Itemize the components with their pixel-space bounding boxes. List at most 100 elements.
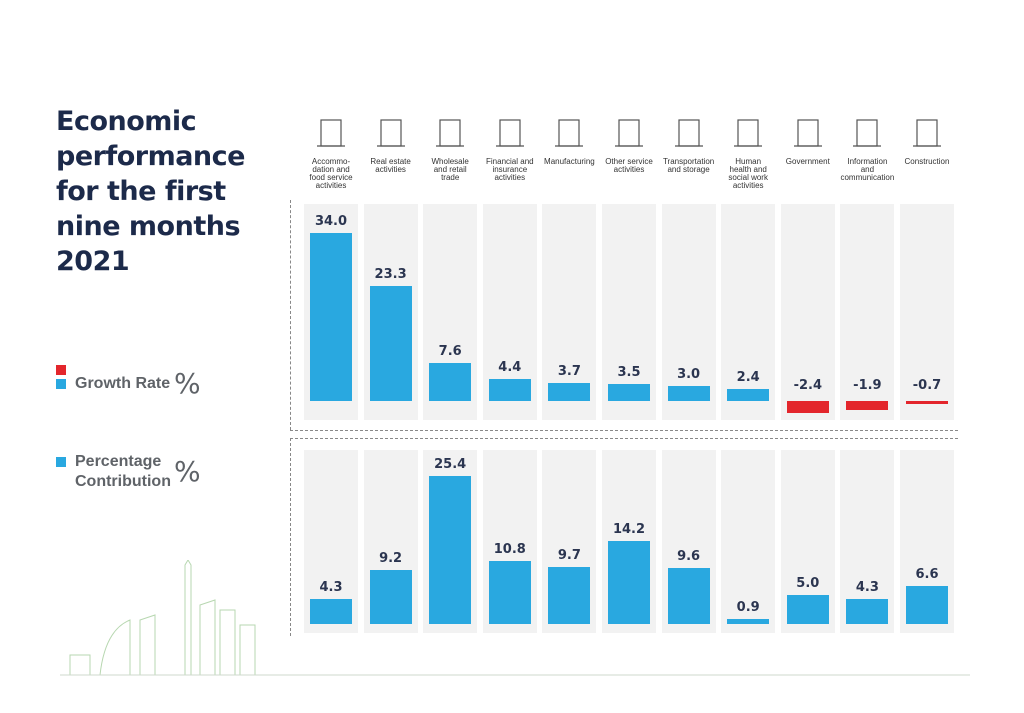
growth-bar [667,386,710,401]
contribution-value-label: 5.0 [796,575,820,591]
contribution-value-label: 10.8 [493,542,526,558]
contribution-bar [369,570,412,624]
category-label-line: Real estate [370,157,411,166]
shopping-cart-icon [430,112,470,152]
divider [290,430,958,431]
growth-value-label: 2.4 [736,370,760,386]
contribution-bar [429,475,472,624]
contribution-value-label: 4.3 [319,579,343,595]
contribution-value-label: 9.7 [557,548,581,564]
chat-bubbles-icon [847,112,887,152]
city-skyline-illustration [60,560,970,676]
category-label-line: food service [309,173,353,182]
category-label-line: communication [840,173,895,182]
column-background [900,204,954,420]
category-label: Wholesale and retail trade [419,158,481,182]
divider [290,438,291,636]
gear-icon [609,112,649,152]
legend-growth-rate: Growth Rate [75,375,171,392]
column-background [661,204,716,420]
growth-bar [846,401,889,411]
contribution-value-label: 0.9 [736,599,760,615]
contribution-bar [310,598,352,624]
category-label: Real estate activities [360,158,422,174]
growth-value-label: 3.7 [557,363,581,379]
category-label: Accommo-dation and food service activities [300,158,362,190]
category-label-line: Construction [904,157,950,166]
legend-contribution-2: Contribution [75,473,171,490]
category-label: Other service activities [598,158,660,174]
category-label: Manufacturing [538,158,600,166]
category-label-line: dation and [312,165,350,174]
category-label-line: insurance [492,165,528,174]
column-background [721,204,776,420]
growth-value-label: -1.9 [853,378,882,393]
contribution-value-label: 6.6 [915,566,939,582]
building-icon [371,112,411,152]
category-label-line: Human [735,157,762,166]
category-label-line: Financial and [486,157,534,166]
category-label: Transportation and storage [658,158,720,174]
legend-swatch-contribution [56,457,66,467]
title-line: Economic [56,106,197,137]
growth-value-label: 3.5 [617,364,641,380]
hotel-icon [311,112,351,152]
title-line: for the first [56,176,226,207]
contribution-value-label: 9.2 [379,551,403,567]
category-label-line: activities [315,181,347,190]
growth-value-label: 3.0 [677,367,701,383]
growth-bar [727,389,770,401]
divider [290,438,958,439]
growth-bar [488,379,531,401]
category-label-line: activities [375,165,406,174]
growth-bar [310,233,352,401]
growth-value-label: 34.0 [314,214,348,230]
crane-icon [907,112,947,152]
category-label-line: trade [441,173,460,182]
growth-bar [786,401,829,413]
category-label-line: Transportation [662,157,715,166]
growth-bar [906,401,948,405]
column-background [721,450,776,633]
title-line: performance [56,141,245,172]
robot-arm-icon [549,112,589,152]
growth-bar [548,382,591,401]
contribution-bar [488,561,531,624]
legend-contribution-unit: % [174,455,201,488]
category-label-line: Other service [605,157,653,166]
government-building-icon [788,112,828,152]
contribution-bar [727,618,770,624]
category-label: Information and communication [836,158,898,182]
category-label-line: and storage [667,165,710,174]
growth-value-label: -2.4 [793,378,823,393]
category-label-line: and [860,165,875,174]
category-label-line: activities [494,173,526,182]
category-label-line: Information [847,157,888,166]
growth-bar [369,285,412,401]
contribution-value-label: 25.4 [434,456,467,472]
category-label-line: and retail [433,165,467,174]
contribution-bar [846,598,889,624]
category-label-line: health and [729,165,767,174]
legend-contribution: Percentage [75,453,162,470]
category-label-line: Accommo- [311,157,351,166]
category-label-line: activities [613,165,645,174]
growth-bar [429,363,472,401]
contribution-bar [548,567,591,624]
contribution-value-label: 9.6 [677,549,701,565]
title-line: 2021 [56,246,130,277]
page-title: Economic performance for the first nine … [56,104,286,279]
contribution-bar [906,585,948,624]
contribution-value-label: 4.3 [855,579,879,595]
category-label-line: Government [785,157,830,166]
contribution-bar [608,541,650,624]
growth-value-label: 7.6 [438,344,462,360]
contribution-bar [786,594,829,624]
legend-swatch-positive [56,379,66,389]
category-label-line: Wholesale [431,157,469,166]
airplane-taxi-icon [669,112,709,152]
title-line: nine months [56,211,241,242]
legend-swatch-negative [56,365,66,375]
legend-growth-unit: % [174,367,201,400]
